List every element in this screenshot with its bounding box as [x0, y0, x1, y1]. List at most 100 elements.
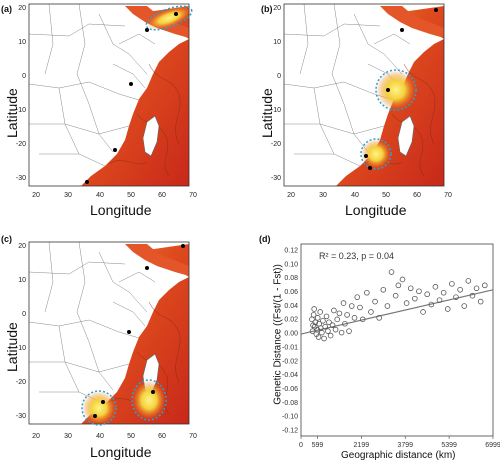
sample-site — [129, 82, 133, 86]
data-point — [440, 289, 447, 296]
y-tick: -30 — [16, 175, 26, 182]
data-point — [327, 332, 334, 339]
y-tick: -10 — [271, 107, 281, 114]
highlight-ring — [375, 69, 417, 111]
x-tick: 60 — [413, 192, 421, 199]
sample-site — [113, 148, 117, 152]
data-points — [309, 269, 488, 342]
data-point — [354, 294, 361, 300]
x-tick: 20 — [32, 192, 40, 199]
highlight-ring — [81, 390, 117, 426]
data-point — [336, 310, 343, 317]
data-point — [312, 319, 319, 326]
data-point — [481, 282, 488, 289]
data-point — [314, 326, 320, 333]
data-point — [368, 309, 374, 315]
y-tick-label: 0.10 — [284, 261, 298, 268]
data-point — [399, 276, 406, 283]
y-tick-label: 0.02 — [284, 317, 298, 324]
y-tick-label: 0.12 — [284, 248, 298, 255]
y-tick: -30 — [271, 175, 281, 182]
y-tick: 10 — [18, 39, 26, 46]
data-point — [457, 286, 463, 293]
y-tick-label: -0.08 — [282, 400, 298, 407]
panel-label: (b) — [261, 4, 273, 14]
y-tick: 10 — [273, 39, 281, 46]
highlight-ring — [145, 5, 193, 31]
data-point — [348, 303, 355, 309]
x-ticks: 0 599 2199 3799 5399 6999 — [299, 436, 500, 449]
sample-site — [181, 244, 185, 248]
x-tick-label: 0 — [299, 442, 303, 449]
data-point — [342, 320, 348, 327]
data-point — [395, 282, 402, 289]
y-axis-label: Latitude — [4, 322, 20, 372]
scatter-chart: 0.12 0.10 0.08 0.06 0.04 0.02 0.00 -0.01 -0.02 -0… — [282, 243, 500, 449]
data-point — [319, 329, 325, 336]
sample-site — [174, 12, 178, 16]
data-point — [384, 303, 391, 309]
y-tick: 0 — [22, 73, 26, 80]
sample-site — [368, 166, 372, 170]
panel-c: (c) 20 30 40 50 60 70 20 10 0 -10 -20 — [0, 234, 245, 469]
y-axis-label: Latitude — [259, 88, 275, 138]
y-tick: 10 — [18, 277, 26, 284]
data-point — [322, 323, 328, 330]
panel-label: (a) — [1, 4, 12, 14]
sample-site — [93, 414, 97, 418]
y-tick: -20 — [16, 379, 26, 386]
x-tick-label: 6999 — [485, 442, 500, 449]
x-ticks: 20 30 40 50 60 70 — [32, 192, 197, 199]
sample-site — [364, 154, 368, 158]
panel-label: (d) — [259, 234, 271, 244]
data-point — [346, 328, 352, 334]
sample-site — [145, 28, 149, 32]
data-point — [325, 328, 331, 334]
sample-site — [145, 266, 149, 270]
y-tick: 0 — [22, 311, 26, 318]
data-point — [326, 319, 332, 326]
map-c: 20 30 40 50 60 70 20 10 0 -10 -20 -30 — [16, 241, 197, 440]
y-ticks: 0.12 0.10 0.08 0.06 0.04 0.02 0.00 -0.01 -0.02 -0… — [282, 248, 298, 435]
y-tick: -30 — [16, 413, 26, 420]
data-point — [317, 309, 324, 315]
sample-site — [434, 8, 438, 12]
x-tick: 30 — [64, 192, 72, 199]
y-tick-label: -0.10 — [282, 414, 298, 421]
x-tick: 50 — [382, 192, 390, 199]
x-tick-label: 5399 — [441, 442, 457, 449]
y-tick: 20 — [18, 5, 26, 12]
x-tick: 50 — [127, 192, 135, 199]
y-tick-label: -0.04 — [282, 372, 298, 379]
x-axis-label: Longitude — [90, 444, 152, 460]
y-tick-label: -0.06 — [282, 386, 298, 393]
data-point — [329, 322, 336, 329]
y-tick-label: -0.01 — [282, 344, 298, 351]
y-tick: -20 — [16, 141, 26, 148]
data-point — [340, 300, 347, 306]
data-point — [388, 269, 395, 275]
data-point — [364, 289, 370, 296]
x-tick: 70 — [189, 433, 197, 440]
panel-b: (b) 20 30 40 50 60 70 20 10 0 -10 -20 -3… — [255, 0, 500, 225]
data-point — [332, 326, 339, 333]
data-point — [372, 298, 378, 305]
data-point — [453, 294, 459, 300]
y-tick-label: 0.08 — [284, 275, 298, 282]
data-point — [338, 329, 345, 336]
data-point — [320, 318, 326, 324]
sample-site — [101, 400, 105, 404]
x-axis-label: Longitude — [90, 202, 152, 218]
data-point — [424, 291, 430, 298]
y-tick: -10 — [16, 345, 26, 352]
x-tick: 60 — [158, 433, 166, 440]
data-point — [407, 285, 414, 292]
data-point — [359, 316, 366, 323]
panel-a: (a) 20 30 40 50 60 70 20 10 0 -10 -20 -3… — [0, 0, 245, 225]
y-tick: -10 — [16, 107, 26, 114]
data-point — [310, 312, 317, 318]
stat-annotation: R² = 0.23, p = 0.04 — [319, 251, 394, 261]
data-point — [444, 306, 451, 312]
y-tick-label: 0.00 — [284, 331, 298, 338]
data-point — [331, 307, 337, 314]
